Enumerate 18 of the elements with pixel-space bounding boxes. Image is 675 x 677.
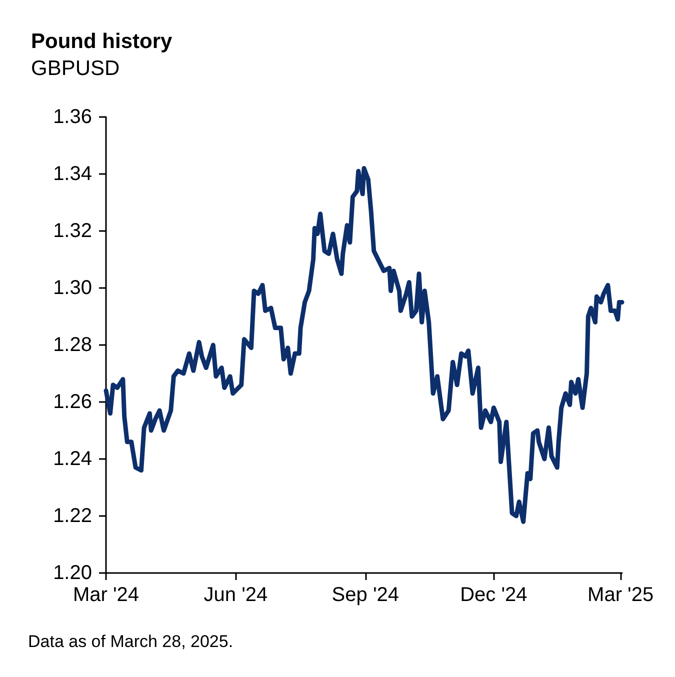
y-tick-label: 1.36 (53, 106, 92, 128)
y-tick-label: 1.28 (53, 334, 92, 356)
chart-subtitle: GBPUSD (31, 57, 120, 80)
y-tick-label: 1.32 (53, 220, 92, 242)
x-tick-label: Mar '25 (588, 584, 654, 606)
x-tick-label: Dec '24 (460, 584, 528, 606)
y-tick-label: 1.24 (53, 448, 92, 470)
y-tick-label: 1.34 (53, 163, 92, 185)
x-tick-label: Mar '24 (72, 584, 140, 606)
y-tick-label: 1.26 (53, 391, 92, 413)
text: Data as of March 28, 2025. (28, 632, 234, 651)
y-tick-label: 1.22 (53, 505, 92, 527)
x-tick-label: Sep '24 (332, 584, 400, 606)
chart-title: Pound history (31, 30, 172, 53)
x-tick-label: Jun '24 (204, 584, 268, 606)
y-tick-label: 1.30 (53, 277, 92, 299)
y-tick-label: 1.20 (53, 562, 92, 584)
line-series (104, 166, 624, 524)
